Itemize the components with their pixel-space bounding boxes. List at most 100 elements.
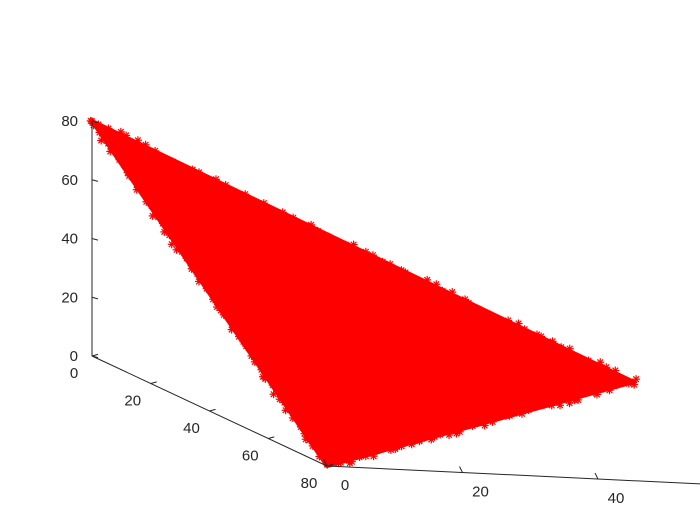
data-point bbox=[514, 319, 523, 328]
data-point bbox=[247, 351, 256, 360]
z-tick-mark bbox=[91, 355, 99, 359]
y-tick-label: 0 bbox=[70, 365, 78, 382]
data-point bbox=[413, 276, 422, 285]
data-point bbox=[280, 398, 289, 407]
data-point bbox=[278, 208, 287, 217]
data-point bbox=[596, 358, 605, 367]
data-point bbox=[520, 325, 529, 334]
y-tick-mark bbox=[91, 353, 99, 357]
z-tick-label: 60 bbox=[61, 172, 78, 189]
data-point bbox=[290, 408, 299, 417]
data-point bbox=[141, 140, 150, 149]
data-point bbox=[401, 268, 410, 277]
y-tick-mark bbox=[268, 436, 275, 439]
data-point bbox=[177, 247, 186, 256]
data-point bbox=[120, 160, 129, 169]
data-point bbox=[602, 363, 611, 372]
data-point bbox=[448, 288, 457, 297]
data-point bbox=[592, 390, 601, 399]
data-point bbox=[116, 127, 125, 136]
data-point bbox=[532, 401, 541, 410]
data-point bbox=[235, 332, 244, 341]
z-tick-label: 40 bbox=[61, 231, 78, 248]
data-point bbox=[378, 444, 387, 453]
data-point bbox=[493, 315, 502, 324]
data-point bbox=[505, 411, 514, 420]
data-point bbox=[548, 337, 557, 346]
data-point bbox=[480, 421, 489, 430]
y-tick-label: 60 bbox=[242, 448, 259, 465]
data-point bbox=[177, 163, 186, 172]
data-point bbox=[624, 379, 633, 388]
data-point bbox=[158, 219, 167, 228]
data-point bbox=[208, 288, 217, 297]
x-tick-mark bbox=[459, 466, 463, 473]
data-point bbox=[557, 343, 566, 352]
data-point bbox=[512, 408, 521, 417]
data-point bbox=[611, 366, 620, 375]
data-point bbox=[349, 240, 358, 249]
data-point bbox=[182, 254, 191, 263]
data-point bbox=[269, 390, 278, 399]
z-tick-mark bbox=[91, 120, 99, 124]
data-point bbox=[356, 450, 365, 459]
x-tick-label: 0 bbox=[341, 477, 349, 494]
data-point bbox=[617, 379, 626, 388]
data-point bbox=[257, 365, 266, 374]
data-point-cloud bbox=[90, 119, 636, 468]
data-point bbox=[151, 146, 160, 155]
data-point bbox=[547, 401, 556, 410]
data-point bbox=[341, 240, 350, 249]
data-point bbox=[154, 213, 163, 222]
data-point bbox=[202, 284, 211, 293]
points-layer bbox=[86, 116, 641, 469]
ticks-layer: 020406080020406080020406080 bbox=[61, 113, 625, 507]
data-point bbox=[187, 264, 196, 273]
data-point bbox=[133, 136, 142, 145]
data-point bbox=[216, 306, 225, 315]
y-tick-mark bbox=[326, 463, 334, 467]
data-point bbox=[275, 395, 284, 404]
data-point bbox=[266, 206, 275, 215]
data-point bbox=[584, 356, 593, 365]
data-point bbox=[112, 148, 121, 157]
data-point bbox=[169, 157, 178, 166]
data-point bbox=[524, 405, 533, 414]
data-point bbox=[537, 332, 546, 341]
z-tick-label: 20 bbox=[61, 289, 78, 306]
data-point bbox=[504, 316, 513, 325]
y-tick-label: 80 bbox=[301, 475, 318, 492]
data-point bbox=[157, 153, 166, 162]
data-point bbox=[361, 452, 370, 461]
data-point bbox=[250, 357, 259, 366]
data-point bbox=[300, 429, 309, 438]
data-point bbox=[288, 413, 297, 422]
y-tick-mark bbox=[150, 381, 157, 384]
data-point bbox=[474, 304, 483, 313]
x-tick-label: 40 bbox=[608, 490, 625, 507]
data-point bbox=[281, 406, 290, 415]
data-point bbox=[142, 197, 151, 206]
data-point bbox=[417, 434, 426, 443]
data-point bbox=[307, 220, 316, 229]
data-point bbox=[97, 136, 106, 145]
data-point bbox=[241, 190, 250, 199]
data-point bbox=[630, 380, 639, 389]
z-tick-mark bbox=[91, 238, 99, 241]
z-tick-mark bbox=[91, 179, 99, 182]
data-point bbox=[393, 442, 402, 451]
data-point bbox=[378, 257, 387, 266]
x-tick-mark bbox=[594, 472, 599, 480]
data-point bbox=[188, 165, 197, 174]
data-point bbox=[209, 295, 218, 304]
data-point bbox=[361, 247, 370, 256]
data-point bbox=[488, 417, 497, 426]
data-point bbox=[167, 240, 176, 249]
data-point bbox=[211, 175, 220, 184]
data-point bbox=[313, 226, 322, 235]
data-point bbox=[104, 139, 113, 148]
data-point bbox=[386, 260, 395, 269]
data-point bbox=[244, 344, 253, 353]
data-point bbox=[332, 237, 341, 246]
